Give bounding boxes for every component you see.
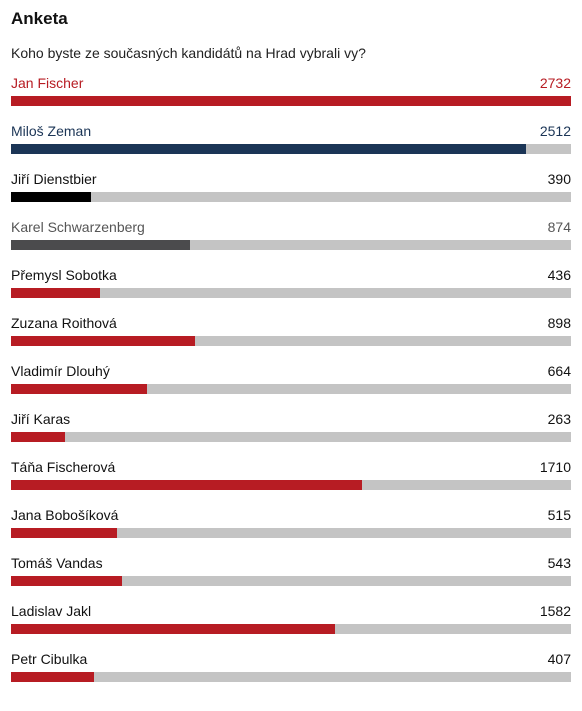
poll-option[interactable]: Jan Fischer 2732 [11,73,571,121]
candidate-name: Jana Bobošíková [11,507,119,523]
vote-count: 874 [547,219,571,235]
vote-bar-track [11,192,571,202]
candidate-name: Jiří Dienstbier [11,171,97,187]
poll-question: Koho byste ze současných kandidátů na Hr… [11,45,366,61]
poll-option[interactable]: Vladimír Dlouhý 664 [11,361,571,409]
vote-bar-track [11,528,571,538]
vote-count: 1710 [539,459,571,475]
candidate-name: Miloš Zeman [11,123,92,139]
vote-bar-track [11,432,571,442]
candidate-name: Jan Fischer [11,75,84,91]
candidate-name: Táňa Fischerová [11,459,116,475]
poll-option-header: Táňa Fischerová 1710 [11,457,571,477]
vote-count: 664 [547,363,571,379]
poll-option-header: Jan Fischer 2732 [11,73,571,93]
poll-option-header: Karel Schwarzenberg 874 [11,217,571,237]
vote-bar-track [11,336,571,346]
poll-option-header: Petr Cibulka 407 [11,649,571,669]
poll-option[interactable]: Jiří Karas 263 [11,409,571,457]
vote-bar-track [11,576,571,586]
vote-count: 2732 [539,75,571,91]
vote-bar-track [11,384,571,394]
poll-option-header: Vladimír Dlouhý 664 [11,361,571,381]
poll-option[interactable]: Táňa Fischerová 1710 [11,457,571,505]
poll-option-header: Jana Bobošíková 515 [11,505,571,525]
vote-bar-track [11,480,571,490]
poll-option-header: Zuzana Roithová 898 [11,313,571,333]
poll-option[interactable]: Přemysl Sobotka 436 [11,265,571,313]
vote-bar-fill [11,192,91,202]
vote-bar-fill [11,528,117,538]
poll-option[interactable]: Zuzana Roithová 898 [11,313,571,361]
vote-count: 407 [547,651,571,667]
poll-option-header: Jiří Karas 263 [11,409,571,429]
candidate-name: Petr Cibulka [11,651,88,667]
vote-bar-fill [11,672,95,682]
candidate-name: Vladimír Dlouhý [11,363,110,379]
candidate-name: Zuzana Roithová [11,315,117,331]
poll-option[interactable]: Jiří Dienstbier 390 [11,169,571,217]
vote-count: 543 [547,555,571,571]
vote-bar-fill [11,432,65,442]
vote-count: 390 [547,171,571,187]
vote-bar-fill [11,576,123,586]
poll-option-header: Tomáš Vandas 543 [11,553,571,573]
vote-bar-track [11,288,571,298]
vote-bar-fill [11,288,101,298]
candidate-name: Jiří Karas [11,411,71,427]
poll-option[interactable]: Ladislav Jakl 1582 [11,601,571,649]
candidate-name: Přemysl Sobotka [11,267,117,283]
vote-bar-track [11,672,571,682]
vote-bar-track [11,96,571,106]
vote-count: 898 [547,315,571,331]
vote-count: 2512 [539,123,571,139]
vote-count: 515 [547,507,571,523]
vote-bar-fill [11,336,196,346]
poll-option-header: Miloš Zeman 2512 [11,121,571,141]
poll-option-header: Ladislav Jakl 1582 [11,601,571,621]
vote-bar-fill [11,240,191,250]
vote-bar-track [11,240,571,250]
vote-bar-fill [11,624,336,634]
poll-title: Anketa [11,9,68,28]
vote-bar-fill [11,384,148,394]
poll-option-header: Jiří Dienstbier 390 [11,169,571,189]
candidate-name: Karel Schwarzenberg [11,219,145,235]
vote-bar-track [11,144,571,154]
vote-count: 263 [547,411,571,427]
vote-bar-track [11,624,571,634]
poll-option[interactable]: Miloš Zeman 2512 [11,121,571,169]
vote-bar-fill [11,144,526,154]
poll-option[interactable]: Jana Bobošíková 515 [11,505,571,553]
vote-count: 1582 [539,603,571,619]
poll-option[interactable]: Karel Schwarzenberg 874 [11,217,571,265]
vote-bar-fill [11,480,362,490]
poll-options-list: Jan Fischer 2732 Miloš Zeman 2512 Jiří Diens… [11,73,571,697]
candidate-name: Ladislav Jakl [11,603,92,619]
vote-count: 436 [547,267,571,283]
candidate-name: Tomáš Vandas [11,555,103,571]
poll-option[interactable]: Petr Cibulka 407 [11,649,571,697]
poll-option[interactable]: Tomáš Vandas 543 [11,553,571,601]
poll-option-header: Přemysl Sobotka 436 [11,265,571,285]
vote-bar-fill [11,96,571,106]
